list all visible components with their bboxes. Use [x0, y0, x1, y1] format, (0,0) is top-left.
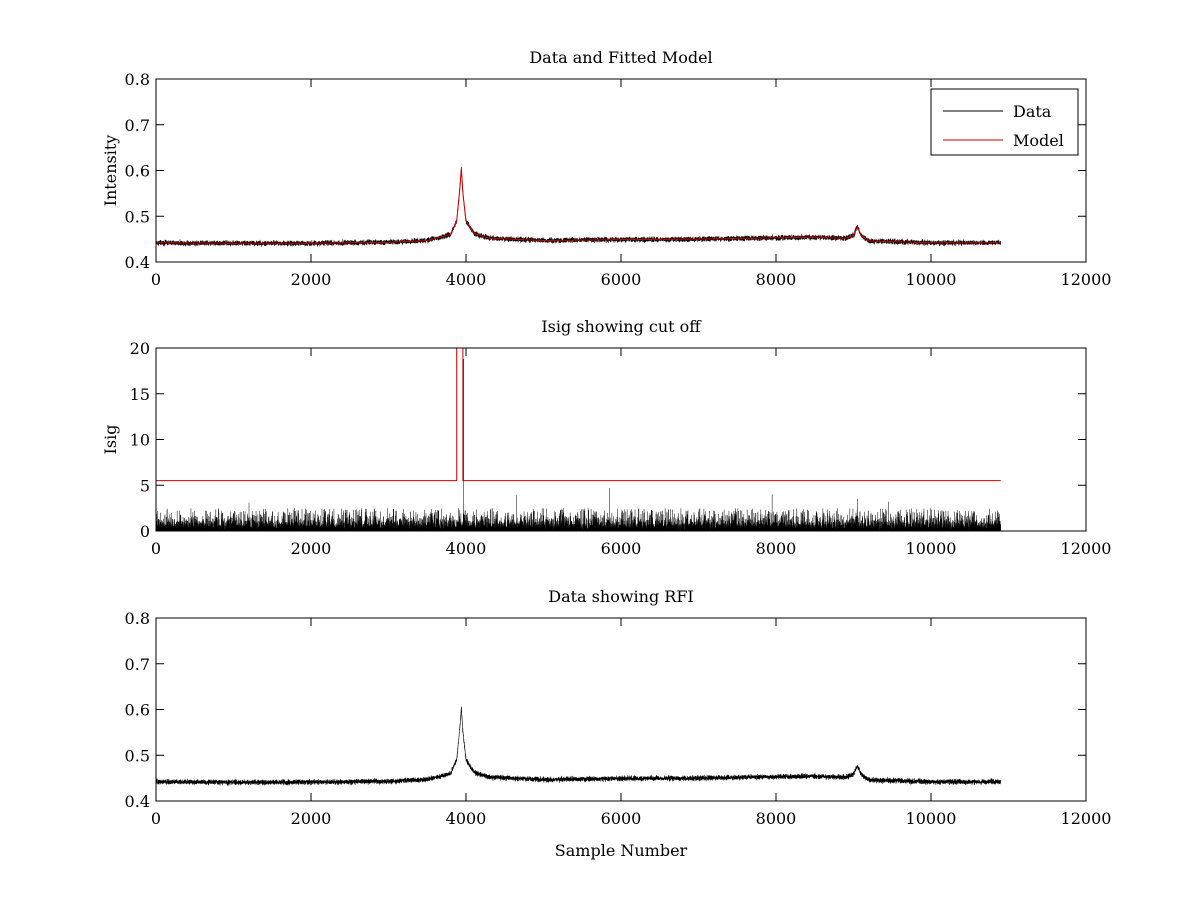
- x-tick-label-bottom: 2000: [291, 809, 332, 828]
- legend-box: [930, 88, 1079, 156]
- y-tick-label-top: 0.7: [125, 116, 150, 135]
- y-tick-label-top: 0.8: [125, 70, 150, 89]
- subplot-top: 0 2000 4000 6000 8000 10000 12000 0.4 0.5 0.6 0.7 0…: [101, 48, 1111, 289]
- x-tick-label-bottom: 4000: [446, 809, 487, 828]
- y-tick-label-bottom: 0.5: [125, 746, 150, 765]
- x-tick-label-top: 2000: [291, 270, 332, 289]
- x-tick-label-top: 4000: [446, 270, 487, 289]
- y-tick-label-top: 0.4: [125, 253, 150, 272]
- x-tick-label-top: 10000: [906, 270, 957, 289]
- y-axis-label-middle: Isig: [101, 425, 120, 455]
- series-middle-cut-off: [156, 348, 1001, 482]
- y-tick-label-top: 0.5: [125, 207, 150, 226]
- x-tick-label-top: 12000: [1061, 270, 1112, 289]
- y-tick-label-bottom: 0.6: [125, 701, 150, 720]
- y-tick-label-middle: 0: [140, 522, 150, 541]
- y-tick-label-bottom: 0.4: [125, 792, 150, 811]
- series-top-model: [156, 168, 1001, 244]
- x-tick-label-bottom: 10000: [906, 809, 957, 828]
- y-tick-label-bottom: 0.7: [125, 655, 150, 674]
- subplots: 0 2000 4000 6000 8000 10000 120000.40.50.60.70…: [101, 48, 1111, 860]
- y-tick-label-bottom: 0.8: [125, 609, 150, 628]
- y-axis-label-top: Intensity: [101, 135, 120, 207]
- x-tick-label-top: 8000: [756, 270, 797, 289]
- x-tick-label-top: 0: [151, 270, 161, 289]
- x-tick-label-middle: 2000: [291, 539, 332, 558]
- y-tick-label-top: 0.6: [125, 162, 150, 181]
- x-tick-label-middle: 4000: [446, 539, 487, 558]
- y-tick-label-middle: 15: [130, 385, 150, 404]
- y-tick-label-middle: 20: [130, 339, 150, 358]
- x-tick-label-middle: 0: [151, 539, 161, 558]
- y-tick-label-middle: 5: [140, 476, 150, 495]
- x-tick-label-bottom: 12000: [1061, 809, 1112, 828]
- x-tick-label-bottom: 0: [151, 809, 161, 828]
- x-axis-label-bottom: Sample Number: [555, 841, 688, 860]
- x-tick-label-middle: 8000: [756, 539, 797, 558]
- x-tick-label-top: 6000: [601, 270, 642, 289]
- chart-title-top: Data and Fitted Model: [529, 48, 712, 67]
- x-tick-label-middle: 6000: [601, 539, 642, 558]
- plot-area-top: [156, 166, 1001, 247]
- legend-label-model: Model: [1013, 131, 1064, 150]
- chart-title-bottom: Data showing RFI: [548, 587, 693, 606]
- x-tick-label-middle: 10000: [906, 539, 957, 558]
- legend-top: Data Model: [930, 88, 1079, 156]
- plot-area-bottom: [156, 706, 1001, 787]
- y-tick-label-middle: 10: [130, 431, 150, 450]
- subplot-middle: 0 2000 4000 6000 8000 10000 12000 0 5 10 15 20 Isig …: [101, 317, 1111, 558]
- x-tick-label-bottom: 8000: [756, 809, 797, 828]
- subplot-bottom: 0 2000 4000 6000 8000 10000 12000 0.4 0.5 0.6 0.7 0…: [125, 587, 1112, 860]
- legend-label-data: Data: [1013, 102, 1052, 121]
- x-tick-label-bottom: 6000: [601, 809, 642, 828]
- x-tick-label-middle: 12000: [1061, 539, 1112, 558]
- chart-title-middle: Isig showing cut off: [541, 317, 702, 336]
- series-bottom-data: [156, 706, 1001, 787]
